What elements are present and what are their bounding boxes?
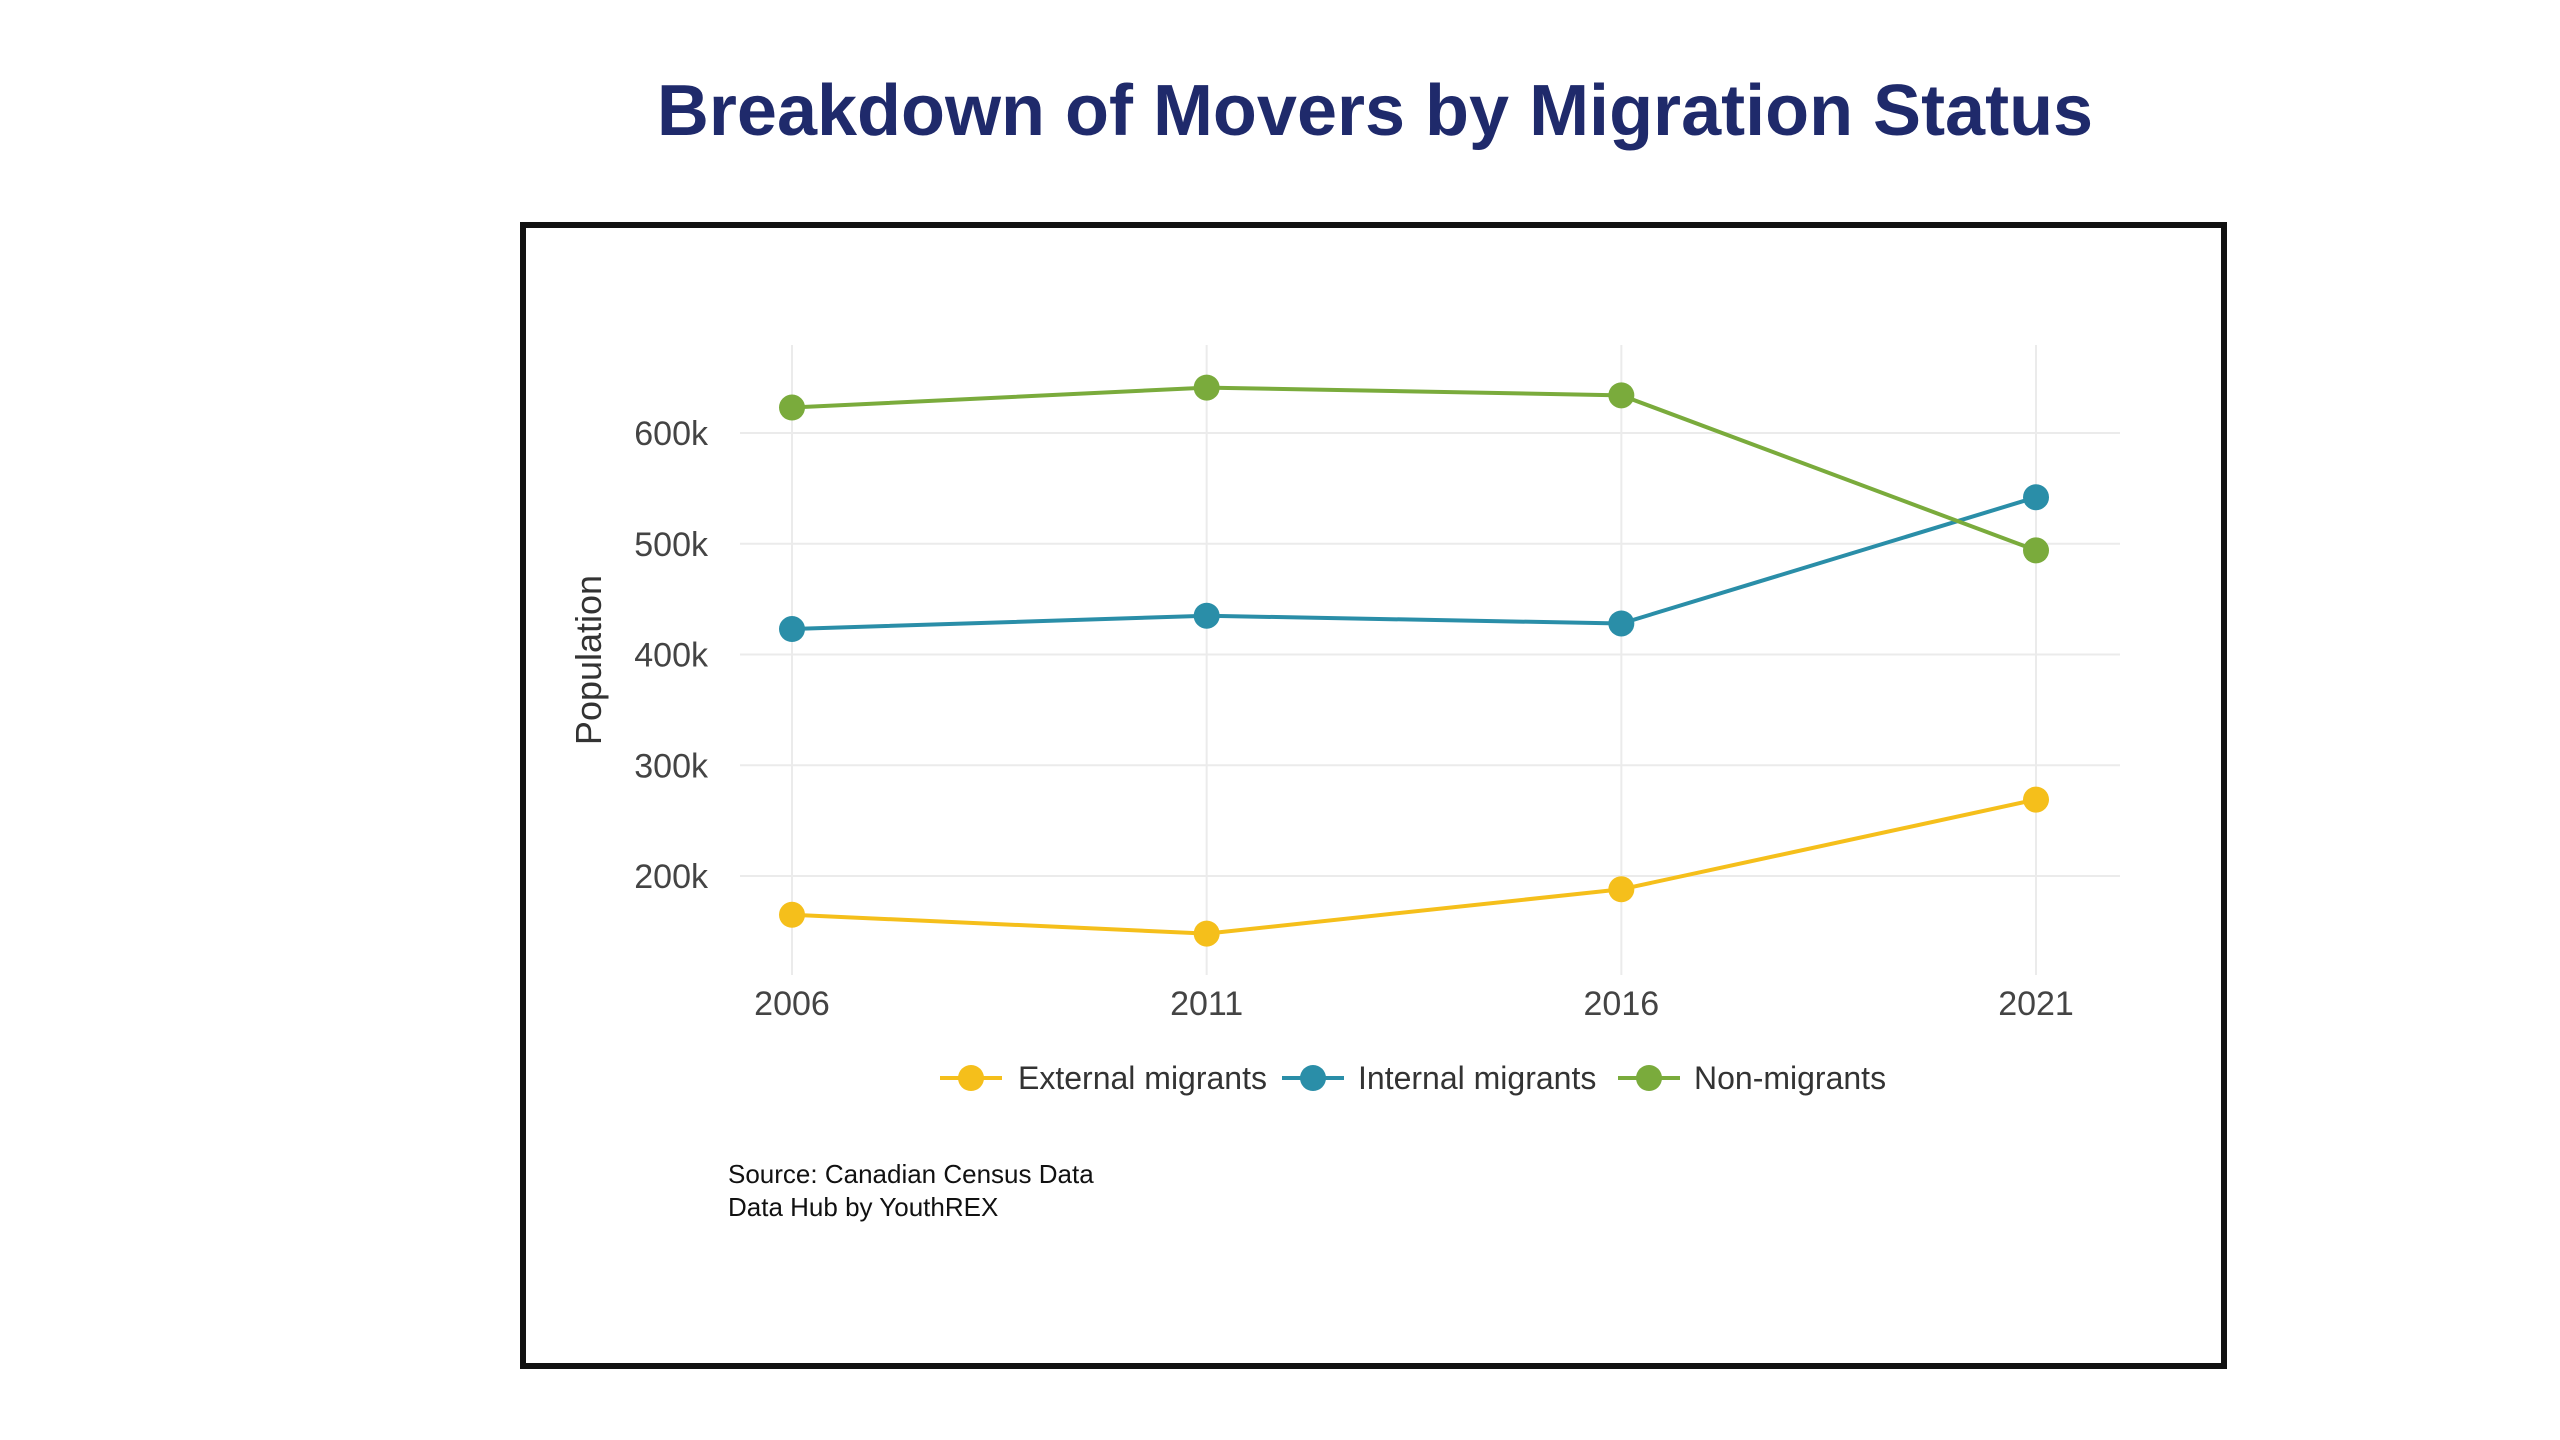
series-line — [791, 385, 2037, 553]
legend-label: External migrants — [1018, 1060, 1267, 1096]
data-point — [779, 394, 805, 421]
legend-item: Internal migrants — [1282, 1060, 1596, 1096]
series-line — [791, 797, 2037, 936]
legend-marker — [1636, 1065, 1662, 1091]
data-point — [1608, 876, 1635, 903]
data-point — [1193, 920, 1220, 947]
data-point — [1608, 382, 1635, 409]
y-axis-label: Population — [568, 575, 609, 745]
y-tick-labels: 200k 300k 400k 500k 600k — [634, 415, 709, 896]
series-non-migrants — [779, 374, 2050, 564]
legend: External migrants Internal migrants Non-mi… — [940, 1060, 1886, 1096]
data-point — [779, 901, 805, 928]
x-tick-labels: 2006 2011 2016 2021 — [754, 985, 2074, 1023]
grid-layer — [740, 345, 2120, 975]
chart-frame — [520, 222, 2227, 1369]
legend-label: Internal migrants — [1358, 1060, 1596, 1096]
data-point — [1193, 374, 1220, 401]
series-line — [791, 495, 2037, 632]
legend-marker — [1300, 1065, 1326, 1091]
series-internal-migrants — [779, 484, 2050, 643]
data-point — [779, 616, 805, 643]
y-tick-label: 200k — [634, 858, 709, 896]
data-point — [2023, 484, 2050, 511]
legend-marker — [958, 1065, 984, 1091]
series-layer — [779, 374, 2050, 947]
y-tick-label: 300k — [634, 747, 709, 785]
y-tick-label: 600k — [634, 415, 709, 453]
x-tick-label: 2021 — [1998, 985, 2074, 1023]
series-external-migrants — [779, 786, 2050, 947]
legend-label: Non-migrants — [1694, 1060, 1886, 1096]
legend-item: Non-migrants — [1618, 1060, 1886, 1096]
source-note: Source: Canadian Census Data Data Hub by… — [728, 1158, 1094, 1224]
x-tick-label: 2006 — [754, 985, 830, 1023]
legend-item: External migrants — [940, 1060, 1267, 1096]
source-line-2: Data Hub by YouthREX — [728, 1192, 999, 1222]
data-point — [1193, 602, 1220, 629]
page-title: Breakdown of Movers by Migration Status — [656, 71, 2094, 151]
y-tick-label: 500k — [634, 526, 709, 564]
x-tick-label: 2011 — [1170, 985, 1243, 1023]
data-point — [1608, 610, 1635, 637]
y-tick-label: 400k — [634, 637, 709, 675]
data-point — [2023, 786, 2050, 813]
source-line-1: Source: Canadian Census Data — [728, 1159, 1094, 1189]
data-point — [2023, 537, 2050, 564]
x-tick-label: 2016 — [1584, 985, 1660, 1023]
